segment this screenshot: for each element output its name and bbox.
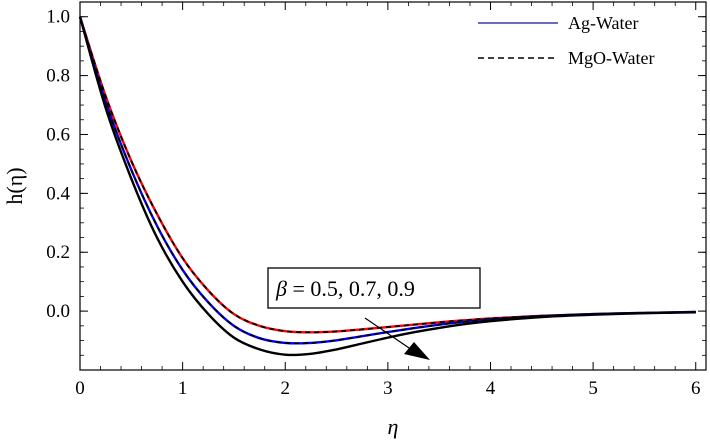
legend: Ag-Water MgO-Water (478, 13, 655, 68)
y-tick-label: 0.2 (46, 242, 70, 263)
annotation-arrow-line (364, 317, 413, 351)
y-tick-label: 0.8 (46, 66, 70, 87)
legend-label-ag-water: Ag-Water (568, 13, 639, 33)
tick-labels: 0 1 2 3 4 5 6 1.0 0.8 0.6 0.4 0.2 0.0 (46, 7, 700, 399)
x-tick-label: 1 (178, 378, 188, 399)
x-tick-label: 2 (280, 378, 290, 399)
tick-marks (79, 2, 706, 371)
beta-annotation: β = 0.5, 0.7, 0.9 (267, 267, 481, 360)
x-axis-label: η (388, 414, 399, 439)
x-tick-label: 4 (486, 378, 496, 399)
y-tick-label: 0.6 (46, 124, 70, 145)
annotation-box (267, 267, 481, 309)
plot-frame (79, 1, 707, 371)
y-tick-label: 1.0 (46, 7, 70, 28)
annotation-text: β = 0.5, 0.7, 0.9 (275, 276, 415, 301)
y-tick-label: 0.0 (46, 301, 70, 322)
x-tick-label: 0 (75, 378, 85, 399)
x-tick-label: 6 (691, 378, 701, 399)
annotation-arrowhead (404, 342, 430, 360)
y-axis-label: h(η) (2, 167, 27, 204)
beta-symbol: β (275, 276, 287, 301)
x-tick-label: 5 (588, 378, 598, 399)
series-line-dashed-5 (79, 16, 696, 356)
series-layer (78, 16, 696, 357)
x-tick-label: 3 (383, 378, 393, 399)
legend-label-mgo-water: MgO-Water (568, 48, 655, 68)
y-tick-label: 0.4 (46, 183, 70, 204)
series-line-dashed-3 (79, 16, 696, 334)
beta-values: = 0.5, 0.7, 0.9 (287, 276, 415, 301)
